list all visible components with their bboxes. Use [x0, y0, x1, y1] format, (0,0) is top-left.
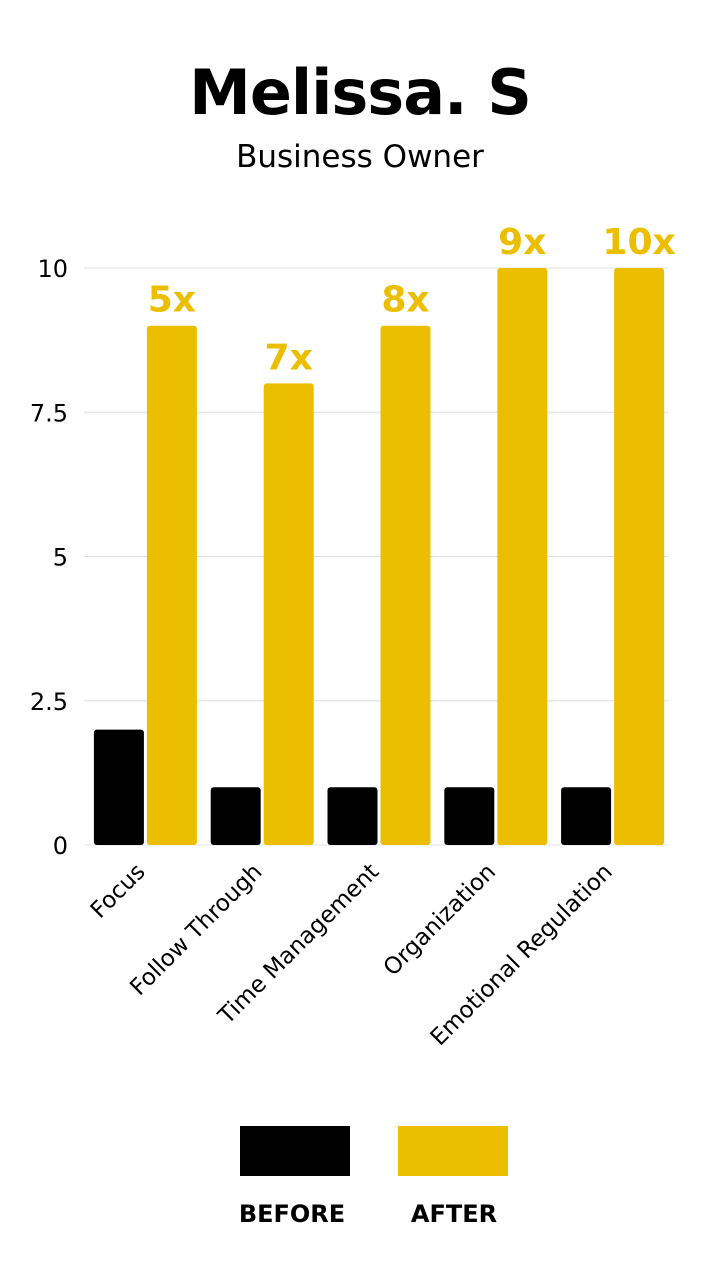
bar-after	[497, 268, 548, 845]
legend: BEFORE AFTER	[0, 1126, 720, 1246]
y-tick-label: 0	[53, 832, 68, 860]
y-tick-label: 10	[37, 255, 68, 283]
legend-before-label: BEFORE	[238, 1200, 346, 1228]
chart-subtitle: Business Owner	[236, 139, 484, 175]
bar-before	[444, 787, 495, 845]
bar-annotation: 8x	[381, 280, 429, 321]
bar-annotation: 7x	[265, 337, 313, 378]
legend-before-swatch	[240, 1126, 350, 1176]
y-tick-label: 5	[53, 544, 68, 572]
chart-title: Melissa. S	[189, 56, 532, 129]
x-tick-label: Focus	[86, 859, 151, 924]
y-tick-label: 7.5	[30, 399, 68, 427]
y-tick-label: 2.5	[30, 688, 68, 716]
bar-after	[146, 325, 197, 845]
bar-before	[327, 787, 378, 845]
bar-before	[93, 729, 144, 845]
bar-before	[561, 787, 612, 845]
x-tick-label: Organization	[379, 859, 501, 981]
bar-after	[614, 268, 665, 845]
bar-after	[380, 325, 431, 845]
bar-annotation: 5x	[148, 280, 196, 321]
legend-after-swatch	[398, 1126, 508, 1176]
legend-after-label: AFTER	[410, 1200, 498, 1228]
bar-annotation: 9x	[498, 222, 546, 263]
bar-before	[210, 787, 261, 845]
bar-after	[263, 383, 314, 845]
bar-annotation: 10x	[602, 222, 675, 263]
